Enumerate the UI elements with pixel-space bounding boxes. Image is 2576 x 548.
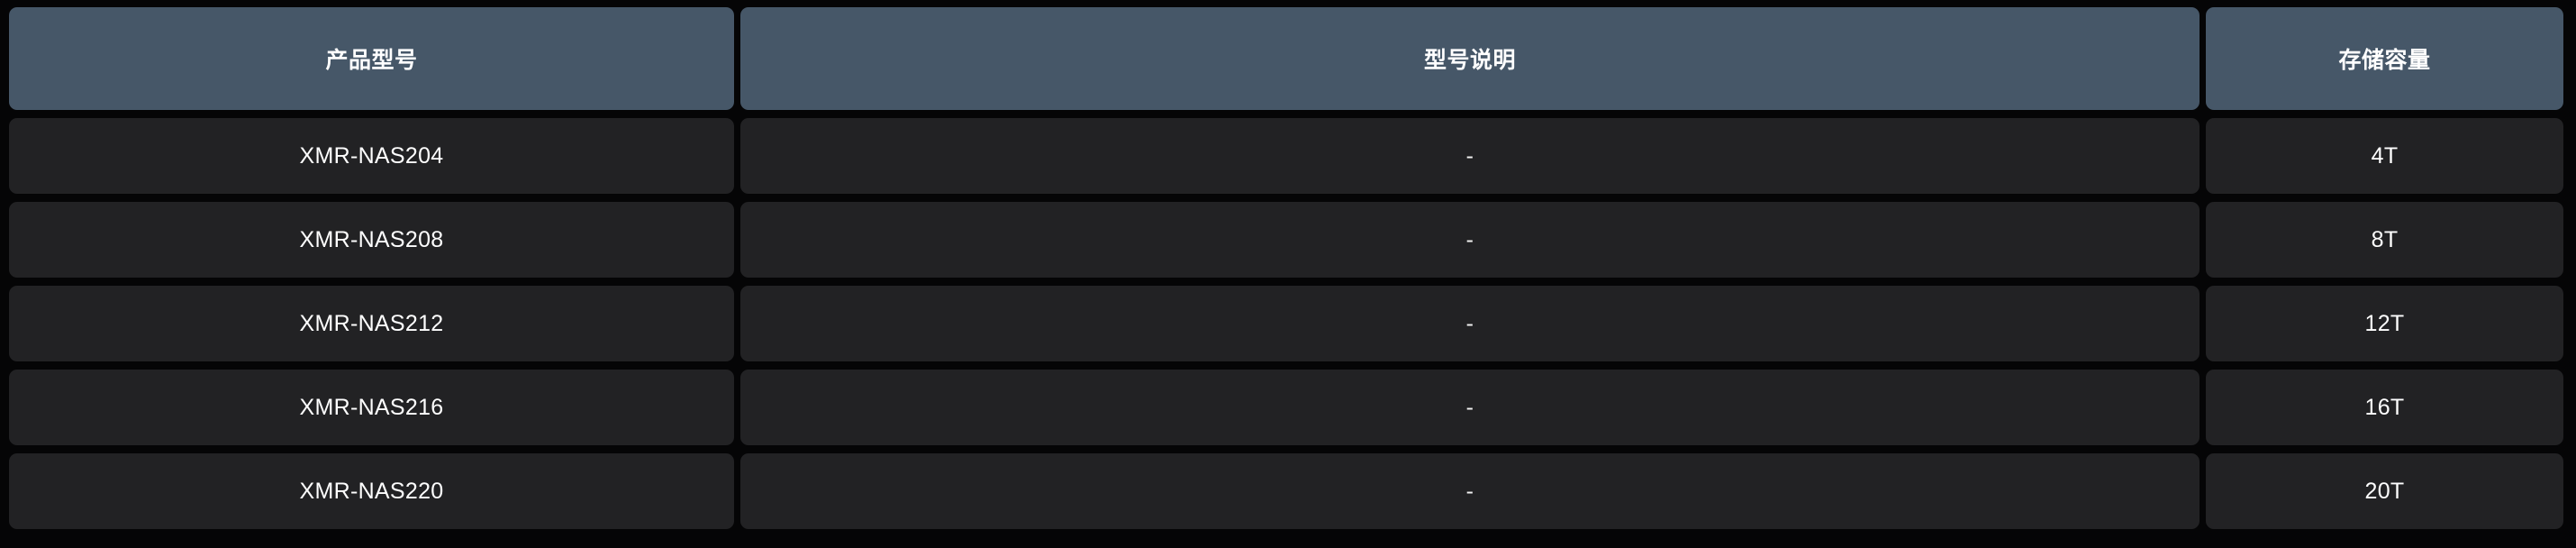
cell-storage-capacity: 8T — [2206, 202, 2563, 278]
cell-product-model: XMR-NAS204 — [9, 118, 734, 194]
cell-model-description: - — [740, 286, 2200, 361]
cell-storage-capacity: 20T — [2206, 453, 2563, 529]
cell-storage-capacity: 16T — [2206, 370, 2563, 445]
column-header-product-model: 产品型号 — [9, 7, 734, 110]
table-row: XMR-NAS208 - 8T — [9, 202, 2563, 278]
cell-storage-capacity: 4T — [2206, 118, 2563, 194]
cell-product-model: XMR-NAS216 — [9, 370, 734, 445]
cell-model-description: - — [740, 118, 2200, 194]
table-header-row: 产品型号 型号说明 存储容量 — [9, 7, 2563, 110]
table-row: XMR-NAS216 - 16T — [9, 370, 2563, 445]
table-row: XMR-NAS204 - 4T — [9, 118, 2563, 194]
cell-model-description: - — [740, 453, 2200, 529]
column-header-storage-capacity: 存储容量 — [2206, 7, 2563, 110]
cell-product-model: XMR-NAS212 — [9, 286, 734, 361]
product-spec-table: 产品型号 型号说明 存储容量 XMR-NAS204 - 4T XMR-NAS20… — [9, 7, 2563, 529]
cell-product-model: XMR-NAS208 — [9, 202, 734, 278]
column-header-model-description: 型号说明 — [740, 7, 2200, 110]
cell-model-description: - — [740, 370, 2200, 445]
table-row: XMR-NAS220 - 20T — [9, 453, 2563, 529]
cell-product-model: XMR-NAS220 — [9, 453, 734, 529]
cell-model-description: - — [740, 202, 2200, 278]
cell-storage-capacity: 12T — [2206, 286, 2563, 361]
table-row: XMR-NAS212 - 12T — [9, 286, 2563, 361]
